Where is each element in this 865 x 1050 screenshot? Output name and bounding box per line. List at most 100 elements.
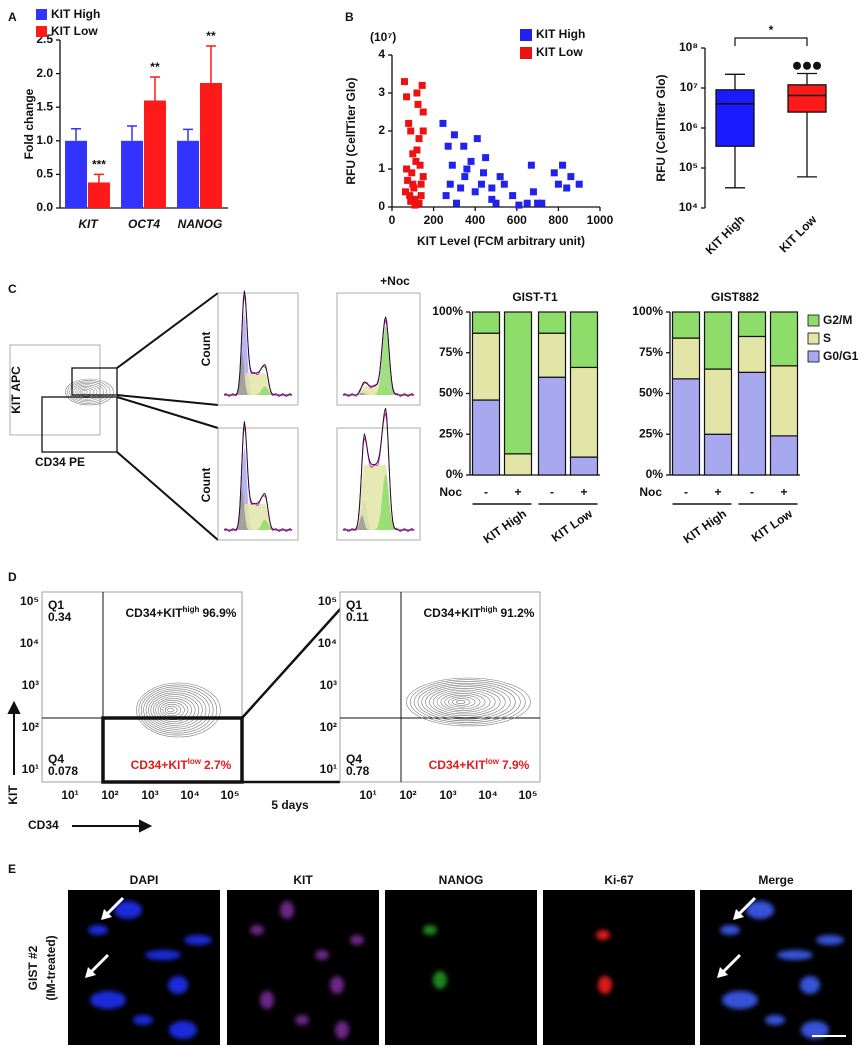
panel-label: D (8, 570, 17, 584)
point (407, 127, 415, 135)
legend-label: KIT Low (536, 45, 583, 59)
interval-label: 5 days (271, 798, 309, 812)
contour (444, 694, 481, 710)
x-axis-title: KIT Level (FCM arbitrary unit) (417, 234, 585, 248)
x-tick-label: - (550, 485, 554, 499)
contour (417, 682, 516, 722)
point (488, 195, 496, 203)
point (413, 89, 421, 97)
y-tick-label: 10² (22, 720, 39, 734)
stain-blob (350, 935, 364, 945)
contour (75, 385, 98, 399)
x-tick-label: 10⁴ (478, 788, 497, 802)
histogram-fill (343, 392, 414, 395)
y-axis-title: Count (199, 332, 213, 367)
arrowhead (733, 909, 744, 920)
quadrant-name: Q4 (48, 752, 64, 766)
bar-segment (537, 376, 567, 476)
population-label: CD34+KITlow 7.9% (429, 757, 530, 772)
point (457, 184, 465, 192)
population-label: CD34+KIThigh 96.9% (126, 605, 237, 620)
point (417, 192, 425, 200)
point (416, 161, 424, 169)
point (404, 176, 412, 184)
point (446, 180, 454, 188)
stain-blob (88, 925, 108, 935)
population-superscript: high (183, 605, 200, 614)
contour (145, 690, 207, 730)
point (534, 199, 542, 207)
stain-blob (330, 976, 344, 994)
point (509, 192, 517, 200)
y-tick-label: 10¹ (320, 762, 337, 776)
bar-segment (671, 337, 701, 380)
legend-swatch (520, 47, 532, 59)
group-label: KIT Low (549, 506, 596, 545)
point (550, 169, 558, 177)
point (408, 169, 416, 177)
zoom-line (116, 451, 219, 541)
point (559, 161, 567, 169)
column-label: NANOG (439, 873, 484, 887)
stain-blob (168, 976, 188, 994)
contour (152, 696, 196, 724)
y-tick-label: 10⁵ (318, 594, 337, 608)
error-bar (127, 125, 138, 141)
point (488, 184, 496, 192)
population-label: CD34+KIThigh 91.2% (424, 605, 535, 620)
contour (148, 692, 203, 728)
chart-title: GIST882 (711, 290, 759, 304)
y-tick-label: 10³ (22, 678, 39, 692)
legend-label: KIT Low (51, 24, 98, 38)
group-label: KIT High (481, 507, 529, 547)
y-tick-label: 2 (378, 123, 385, 137)
y-tick-label: 10⁵ (679, 160, 698, 174)
contour (73, 384, 101, 400)
point (419, 173, 427, 181)
x-tick-label: 10¹ (359, 788, 376, 802)
y-tick-label: 10¹ (22, 762, 39, 776)
contour (77, 387, 95, 397)
group-label: KIT High (681, 507, 729, 547)
point (452, 199, 460, 207)
population-value: 96.9% (202, 606, 236, 620)
stain-blob (722, 991, 758, 1009)
stain-blob (596, 930, 610, 940)
x-tick-label: 10⁵ (221, 788, 240, 802)
legend-label: G0/G1 (823, 349, 859, 363)
y-tick-label: 10⁴ (318, 636, 337, 650)
point (415, 199, 423, 207)
contour (432, 689, 496, 715)
x-tick-label: 10³ (141, 788, 158, 802)
condition-label: +Noc (380, 274, 410, 288)
contour (138, 684, 218, 736)
y-tick-label: 0% (446, 467, 464, 481)
legend-swatch (807, 314, 820, 327)
contour (452, 698, 471, 706)
x-tick-label: OCT4 (128, 217, 160, 231)
arrow (88, 953, 110, 975)
point (538, 199, 546, 207)
y-tick-label: 0% (646, 467, 664, 481)
stain-blob (720, 925, 740, 935)
stain-blob (169, 1021, 197, 1039)
point (444, 142, 452, 150)
point (467, 157, 475, 165)
x-tick-label: KIT High (703, 212, 748, 257)
bar-segment (471, 311, 501, 334)
x-tick-label: 200 (424, 213, 444, 227)
y-tick-label: 25% (439, 426, 463, 440)
bar-segment (569, 456, 599, 476)
stain-blob (184, 935, 212, 945)
y-axis-title: KIT APC (9, 366, 23, 414)
zoom-line (116, 396, 219, 429)
significance: *** (92, 158, 106, 172)
y-unit: (10⁷) (370, 30, 396, 44)
outlier (803, 61, 811, 70)
point (403, 165, 411, 173)
bar-segment (503, 453, 533, 476)
quadrant-value: 0.34 (48, 610, 72, 624)
y-tick-label: 25% (639, 426, 663, 440)
y-tick-label: 100% (432, 304, 463, 318)
